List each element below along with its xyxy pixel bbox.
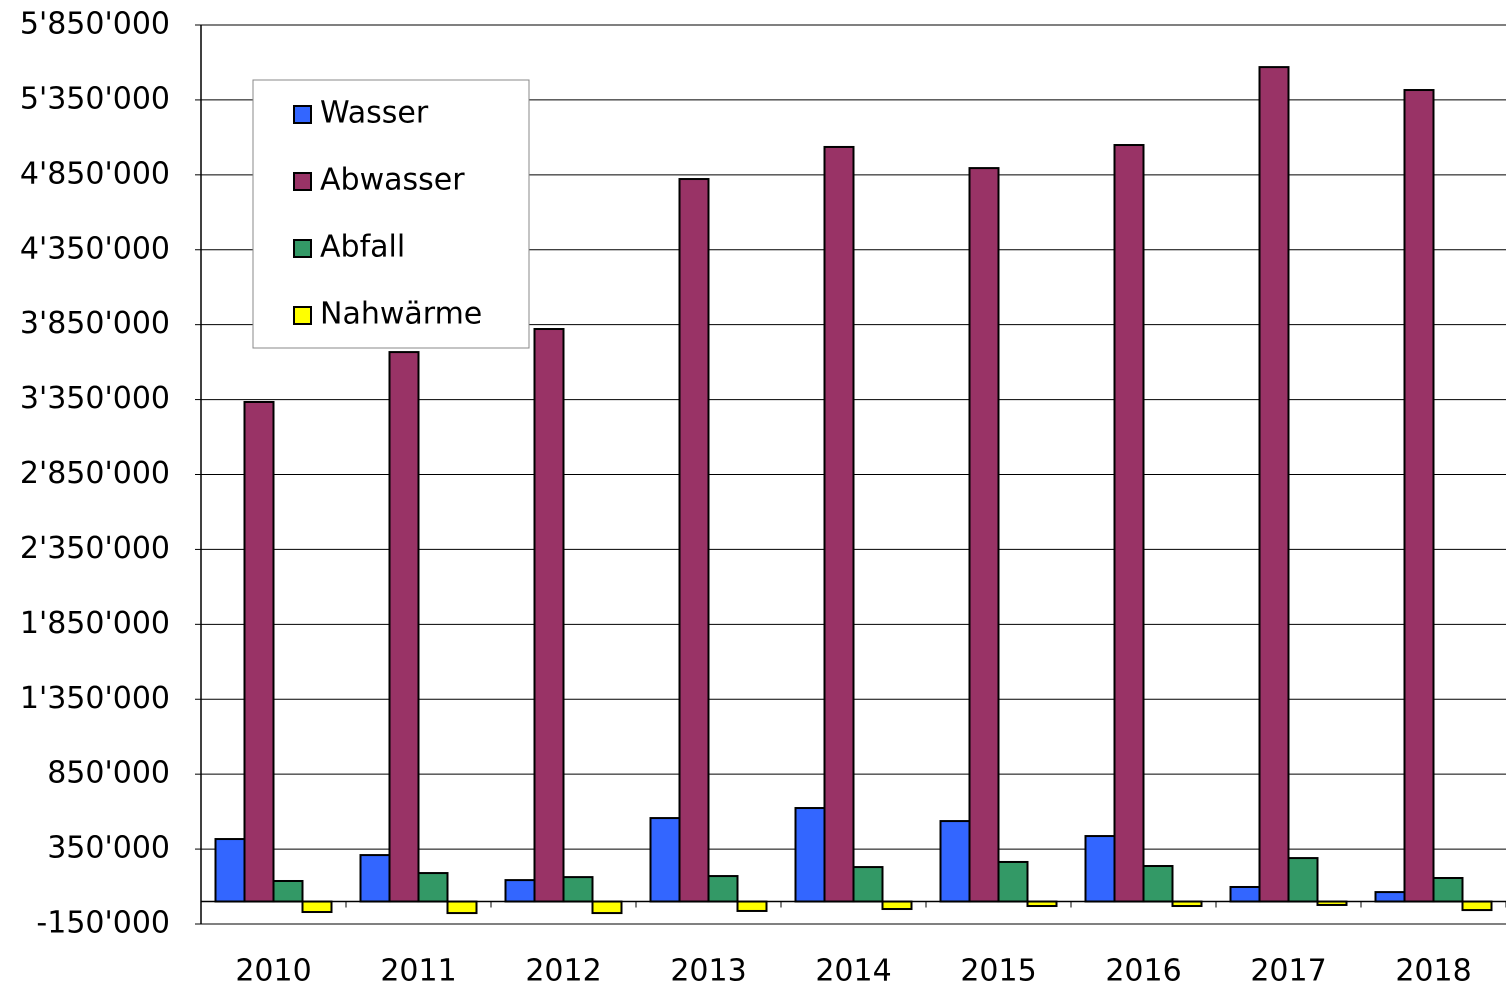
legend-swatch: [293, 105, 312, 124]
bar: [852, 866, 884, 903]
bar: [272, 879, 304, 903]
bar: [1258, 66, 1290, 903]
x-tick-label: 2014: [815, 954, 891, 989]
y-tick-label: 1'850'000: [20, 606, 170, 641]
bar: [417, 872, 449, 903]
bar: [1142, 865, 1174, 903]
x-tick-label: 2018: [1395, 954, 1471, 989]
legend-swatch: [293, 306, 312, 325]
legend-swatch: [293, 239, 312, 258]
bar: [939, 820, 971, 903]
bar: [214, 838, 246, 903]
x-tick-label: 2013: [670, 954, 746, 989]
y-tick-label: 4'350'000: [20, 231, 170, 266]
bar: [388, 351, 420, 903]
bar: [243, 400, 275, 903]
x-tick-label: 2010: [235, 954, 311, 989]
bar: [968, 167, 1000, 903]
y-tick-label: 850'000: [47, 756, 170, 791]
bar: [707, 875, 739, 903]
legend-label: Abfall: [320, 230, 405, 265]
bar: [446, 900, 478, 915]
x-tick-label: 2012: [525, 954, 601, 989]
bar: [794, 807, 826, 903]
bar: [1403, 89, 1435, 903]
legend-label: Nahwärme: [320, 297, 482, 332]
legend-label: Wasser: [320, 96, 429, 131]
legend-label: Abwasser: [320, 163, 465, 198]
y-tick-label: 3'850'000: [20, 306, 170, 341]
bar: [649, 817, 681, 903]
y-tick-label: 5'850'000: [20, 7, 170, 42]
bar: [359, 854, 391, 903]
bar: [1287, 857, 1319, 903]
bar: [562, 876, 594, 903]
legend-box: [252, 79, 530, 349]
bar: [823, 145, 855, 903]
bar: [591, 900, 623, 915]
bar: [1432, 877, 1464, 903]
y-tick-label: 1'350'000: [20, 681, 170, 716]
y-tick-label: 3'350'000: [20, 381, 170, 416]
bar: [1084, 835, 1116, 903]
x-tick-label: 2017: [1250, 954, 1326, 989]
y-tick-label: 2'850'000: [20, 456, 170, 491]
bar: [1374, 891, 1406, 903]
bar: [1229, 885, 1261, 903]
bar: [301, 900, 333, 914]
bar: [1461, 900, 1493, 912]
x-tick-label: 2016: [1105, 954, 1181, 989]
bar: [504, 879, 536, 903]
bar: [881, 900, 913, 911]
y-tick-label: 5'350'000: [20, 81, 170, 116]
y-tick-label: -150'000: [36, 906, 170, 941]
x-tick-label: 2011: [380, 954, 456, 989]
y-tick-label: 350'000: [47, 831, 170, 866]
legend-swatch: [293, 172, 312, 191]
y-tick-label: 4'850'000: [20, 156, 170, 191]
bar: [997, 860, 1029, 903]
bar: [736, 900, 768, 912]
bar: [1113, 144, 1145, 903]
bar: [678, 178, 710, 903]
x-tick-label: 2015: [960, 954, 1036, 989]
bar: [533, 328, 565, 903]
y-tick-label: 2'350'000: [20, 531, 170, 566]
